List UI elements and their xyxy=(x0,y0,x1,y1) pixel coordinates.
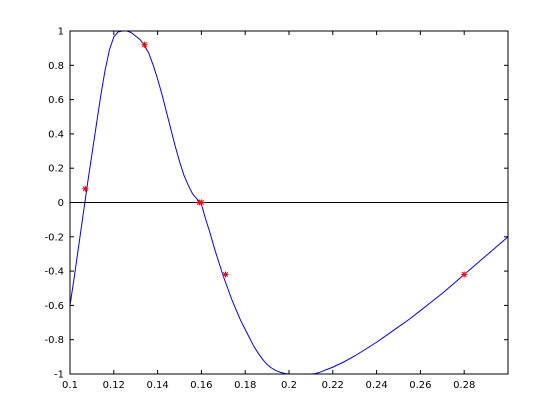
data-point-5 xyxy=(461,271,468,278)
data-point-3 xyxy=(198,199,205,206)
series-line-0 xyxy=(70,31,508,374)
y-tick-label: -0.6 xyxy=(44,301,64,312)
y-tick-label: -0.8 xyxy=(44,335,64,346)
y-tick-label: 0.6 xyxy=(48,95,64,106)
x-tick-label: 0.14 xyxy=(146,380,168,391)
plot-area: 0.1 0.12 0.14 0.16 0.18 0.2 0.22 0.24 0.26 0.28 -… xyxy=(44,27,509,391)
x-tick-label: 0.22 xyxy=(322,380,344,391)
x-tick-label: 0.16 xyxy=(190,380,212,391)
x-tick-label: 0.26 xyxy=(409,380,431,391)
x-axis: 0.1 0.12 0.14 0.16 0.18 0.2 0.22 0.24 0.26 0.28 xyxy=(62,31,475,391)
y-tick-label: 0.8 xyxy=(48,61,64,72)
x-tick-label: 0.1 xyxy=(62,380,78,391)
y-axis: -1 -0.8 -0.6 -0.4 -0.2 0 0.2 0.4 0.6 0.8 1 xyxy=(44,27,508,381)
x-tick-label: 0.12 xyxy=(103,380,125,391)
y-tick-label: 0.4 xyxy=(48,129,64,140)
series-layer xyxy=(70,31,508,374)
x-tick-label: 0.18 xyxy=(234,380,256,391)
y-tick-label: 0.2 xyxy=(48,164,64,175)
y-tick-label: -1 xyxy=(54,370,64,381)
x-tick-label: 0.24 xyxy=(365,380,387,391)
y-tick-label: -0.4 xyxy=(44,267,64,278)
data-point-1 xyxy=(141,41,148,48)
x-tick-label: 0.2 xyxy=(281,380,297,391)
y-tick-label: -0.2 xyxy=(44,232,64,243)
y-tick-label: 1 xyxy=(58,27,64,38)
x-tick-label: 0.28 xyxy=(453,380,475,391)
data-point-4 xyxy=(222,271,229,278)
y-tick-label: 0 xyxy=(58,198,64,209)
data-point-0 xyxy=(82,185,89,192)
